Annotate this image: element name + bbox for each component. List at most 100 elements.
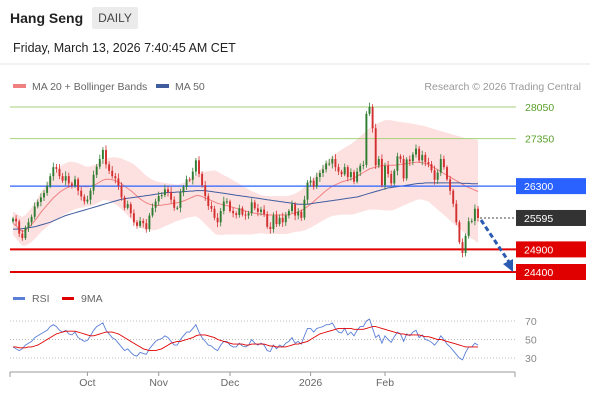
bollinger-band [13, 120, 478, 246]
x-tick-label: Dec [221, 377, 240, 389]
candle-body [222, 201, 225, 211]
candle-body [139, 220, 142, 226]
candle-body [132, 213, 135, 223]
candle-body [46, 186, 49, 193]
candle-body [353, 172, 355, 182]
candle-body [77, 179, 80, 191]
candle-body [368, 107, 371, 114]
candle-body [179, 192, 182, 208]
candle-body [337, 167, 340, 172]
candle-body [384, 165, 386, 186]
candle-body [70, 183, 73, 186]
candle-body [154, 201, 157, 208]
ma9-legend-label: 9MA [81, 293, 103, 305]
candle-body [15, 218, 18, 222]
candle-body [328, 163, 331, 165]
candle-body [294, 204, 297, 216]
candle-body [207, 196, 210, 206]
candle-body [160, 195, 163, 197]
pivot-label: 26300 [524, 181, 553, 193]
candle-body [343, 167, 346, 175]
candle-body [232, 210, 235, 214]
candle-body [120, 185, 123, 198]
x-tick-label: Feb [376, 377, 394, 389]
candle-body [402, 158, 405, 179]
candle-body [151, 207, 154, 216]
candle-body [272, 215, 275, 230]
candle-body [83, 196, 86, 202]
forecast-arrow-line [479, 219, 511, 263]
candle-body [371, 107, 374, 129]
candle-body [30, 216, 33, 223]
candle-body [269, 226, 272, 230]
candle-body [241, 208, 244, 215]
candle-body [427, 162, 430, 164]
candle-body [238, 208, 241, 216]
candle-body [89, 190, 92, 200]
candle-body [126, 204, 129, 208]
candle-body [464, 235, 467, 254]
candle-body [247, 213, 250, 216]
last-price-label-box [516, 209, 586, 226]
candle-body [405, 159, 408, 179]
x-tick-label: Nov [149, 377, 168, 389]
candle-body [325, 163, 328, 170]
support-label-box [516, 264, 586, 280]
x-tick-label: Oct [79, 377, 95, 389]
bollinger-fill [13, 120, 478, 246]
candle-body [21, 233, 24, 239]
candle-body [318, 173, 321, 178]
candle-body [213, 208, 216, 218]
rsi-tick-label: 70 [525, 316, 537, 328]
candle-body [284, 215, 287, 223]
candle-body [291, 204, 293, 211]
rsi-grid: 30 50 70 [10, 316, 537, 365]
candle-body [176, 207, 179, 209]
candle-body [250, 202, 253, 214]
candle-body [191, 171, 194, 180]
support-label: 24900 [524, 244, 553, 256]
candle-body [185, 179, 188, 188]
candle-body [219, 210, 222, 223]
candle-body [467, 221, 470, 236]
candle-body [331, 158, 334, 164]
resistance-label: 27350 [525, 134, 554, 146]
candle-body [194, 160, 197, 172]
candle-body [312, 180, 315, 187]
candle-body [201, 173, 204, 186]
candle-body [287, 210, 290, 216]
ma20-legend-label: MA 20 + Bollinger Bands [32, 81, 147, 93]
candle-body [256, 208, 259, 212]
candle-body [315, 177, 318, 187]
candle-body [377, 158, 380, 166]
ma9-legend-swatch [62, 297, 74, 300]
pivot-label-box [516, 178, 586, 195]
candle-body [477, 208, 479, 218]
candle-body [411, 154, 414, 162]
candle-body [12, 218, 14, 222]
resistance-label: 28050 [525, 102, 554, 114]
rsi-ma9-line [13, 326, 478, 352]
candle-body [198, 160, 200, 174]
candle-body [157, 196, 160, 202]
candle-body [439, 158, 442, 173]
candle-body [309, 180, 312, 183]
ma50-legend-swatch [156, 84, 169, 88]
candle-body [455, 203, 458, 223]
candle-body [461, 242, 464, 254]
candle-body [86, 199, 89, 202]
candle-body [225, 201, 228, 203]
level-labels: 28050 27350 26300 25595 24900 24400 [516, 102, 586, 280]
candle-body [390, 173, 393, 184]
support-label: 24400 [524, 267, 553, 279]
candle-body [111, 170, 114, 177]
candle-body [346, 167, 349, 178]
candle-body [142, 220, 145, 224]
candle-body [80, 190, 83, 197]
source-credit: Research © 2026 Trading Central [424, 81, 581, 93]
candle-body [297, 211, 300, 216]
timeframe-badge[interactable]: DAILY [92, 7, 138, 29]
candle-body [415, 148, 417, 155]
candle-body [61, 176, 64, 181]
